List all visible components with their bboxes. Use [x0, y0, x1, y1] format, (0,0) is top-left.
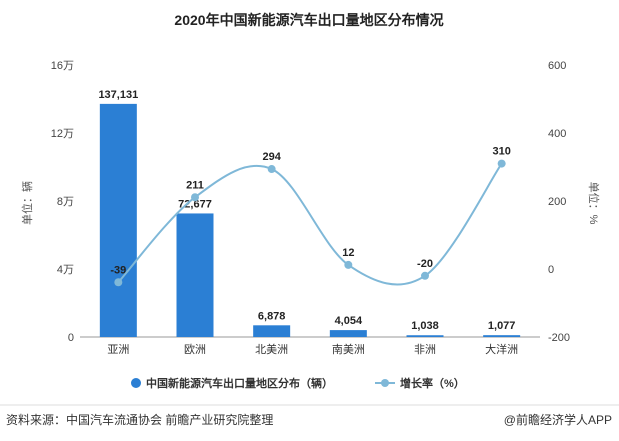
category-label: 亚洲 — [107, 344, 129, 356]
category-label: 南美洲 — [332, 343, 365, 356]
right-tick-label: -200 — [548, 332, 570, 344]
left-tick-label: 16万 — [51, 60, 74, 72]
left-tick-label: 8万 — [57, 196, 74, 208]
category-label: 大洋洲 — [485, 342, 518, 356]
footer-brand: @前瞻经济学人APP — [504, 412, 612, 427]
legend-line-label: 增长率（%） — [400, 376, 465, 390]
legend: 中国新能源汽车出口量地区分布（辆） 增长率（%） — [131, 376, 465, 390]
bar — [406, 335, 444, 337]
bar — [99, 103, 137, 338]
right-tick-label: 400 — [548, 128, 566, 140]
legend-line-dot — [381, 379, 389, 387]
footer-source: 资料来源：中国汽车流通协会 前瞻产业研究院整理 — [6, 412, 273, 427]
growth-rate-point — [497, 159, 506, 168]
growth-rate-point — [114, 278, 123, 287]
growth-rate-label: 211 — [186, 179, 204, 191]
bar-value-label: 1,077 — [488, 320, 516, 332]
right-tick-label: 200 — [548, 196, 566, 208]
bar — [176, 213, 214, 337]
legend-bar-label: 中国新能源汽车出口量地区分布（辆） — [146, 376, 333, 390]
svg-text:单位：%: 单位：% — [587, 182, 601, 225]
right-axis-title: 单位：% — [587, 182, 601, 225]
left-tick-label: 12万 — [51, 128, 74, 140]
bar-value-label: 1,038 — [411, 320, 439, 332]
bar-value-label: 137,131 — [98, 89, 138, 101]
svg-text:单位：辆: 单位：辆 — [20, 181, 34, 225]
bar-value-label: 72,677 — [178, 198, 212, 210]
left-axis-title: 单位：辆 — [20, 181, 34, 225]
right-tick-label: 600 — [548, 60, 566, 72]
category-label: 欧洲 — [184, 343, 206, 356]
growth-rate-point — [344, 260, 353, 269]
right-tick-label: 0 — [548, 264, 554, 276]
left-tick-label: 4万 — [57, 264, 74, 276]
growth-rate-point — [421, 271, 429, 280]
growth-rate-point — [191, 193, 199, 202]
bar-value-label: 4,054 — [335, 315, 363, 327]
growth-rate-label: -20 — [417, 258, 433, 270]
category-label: 非洲 — [414, 343, 436, 356]
bar — [253, 325, 291, 337]
growth-rate-point — [267, 165, 276, 174]
growth-rate-label: 12 — [342, 247, 354, 259]
legend-bar-marker — [131, 378, 141, 388]
bar-value-label: 6,878 — [258, 310, 286, 322]
growth-rate-label: 310 — [492, 146, 510, 158]
left-tick-label: 0 — [68, 332, 74, 344]
category-label: 北美洲 — [255, 343, 288, 356]
bar — [329, 330, 367, 337]
growth-rate-label: 294 — [262, 151, 281, 163]
chart-title: 2020年中国新能源汽车出口量地区分布情况 — [174, 12, 443, 28]
plot-area: 0 4万 8万 12万 16万 -200 0 200 400 600 137,131 亚洲 72,677… — [51, 60, 570, 356]
bar — [483, 335, 521, 337]
growth-rate-line — [117, 163, 503, 286]
growth-rate-label: -39 — [110, 264, 126, 276]
